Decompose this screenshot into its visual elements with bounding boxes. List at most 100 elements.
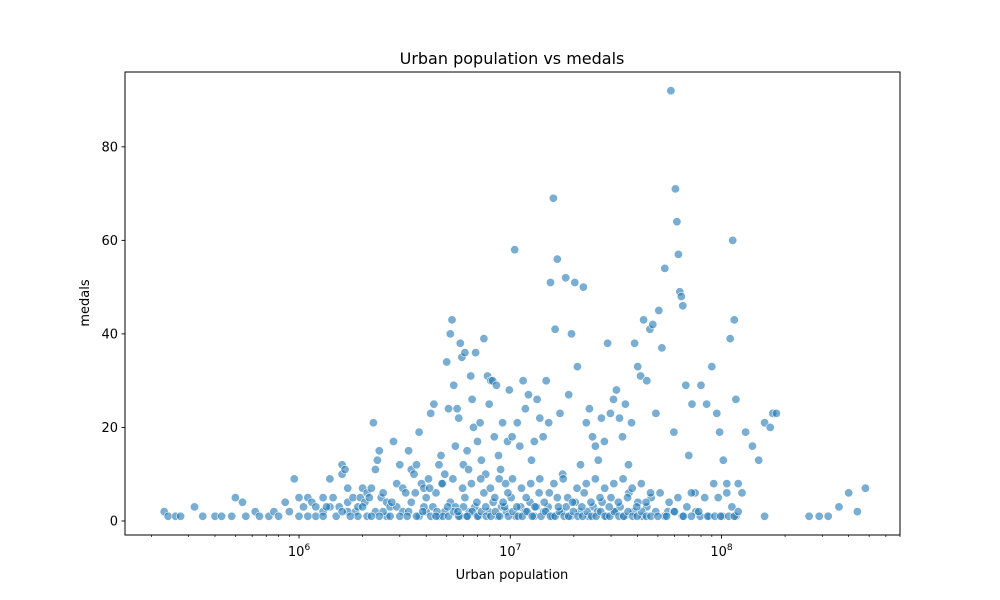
scatter-point <box>431 488 441 498</box>
scatter-point <box>378 488 388 498</box>
scatter-point <box>443 502 453 512</box>
scatter-point <box>374 511 384 521</box>
scatter-point <box>411 460 421 470</box>
scatter-point <box>526 479 536 489</box>
scatter-point <box>626 418 636 428</box>
scatter-point <box>388 436 398 446</box>
scatter-point <box>409 469 419 479</box>
scatter-point <box>627 483 637 493</box>
scatter-point <box>727 502 737 512</box>
scatter-point <box>636 479 646 489</box>
scatter-point <box>485 483 495 493</box>
scatter-point <box>620 399 630 409</box>
scatter-point <box>479 488 489 498</box>
scatter-point <box>570 277 580 287</box>
scatter-point <box>445 329 455 339</box>
scatter-point <box>655 488 665 498</box>
scatter-point <box>534 488 544 498</box>
scatter-point <box>471 348 481 358</box>
scatter-point <box>366 483 376 493</box>
scatter-point <box>552 493 562 503</box>
scatter-point <box>673 249 683 259</box>
scatter-point <box>241 511 251 521</box>
scatter-point <box>553 502 563 512</box>
scatter-point <box>641 497 651 507</box>
scatter-point <box>523 390 533 400</box>
scatter-point <box>496 464 506 474</box>
y-tick-label: 40 <box>101 327 118 342</box>
scatter-point <box>353 511 363 521</box>
x-axis-ticks: 106 107 108 <box>151 535 901 560</box>
scatter-point <box>662 511 672 521</box>
scatter-point <box>614 413 624 423</box>
scatter-point <box>401 488 411 498</box>
scatter-point <box>548 193 558 203</box>
scatter-point <box>484 399 494 409</box>
scatter-point <box>468 422 478 432</box>
scatter-point <box>406 497 416 507</box>
scatter-point <box>590 441 600 451</box>
scatter-point <box>410 488 420 498</box>
scatter-point <box>599 436 609 446</box>
scatter-point <box>176 511 186 521</box>
scatter-point <box>686 488 696 498</box>
scatter-point <box>421 493 431 503</box>
scatter-point <box>493 450 503 460</box>
scatter-point <box>696 380 706 390</box>
scatter-point <box>227 511 237 521</box>
scatter-point <box>741 427 751 437</box>
scatter-point <box>453 507 463 517</box>
scatter-point <box>337 507 347 517</box>
scatter-point <box>431 511 441 521</box>
scatter-point <box>549 479 559 489</box>
scatter-point <box>604 502 614 512</box>
scatter-point <box>535 474 545 484</box>
scatter-point <box>411 511 421 521</box>
scatter-point <box>623 460 633 470</box>
scatter-point <box>322 502 332 512</box>
scatter-point <box>501 479 511 489</box>
chart-title: Urban population vs medals <box>400 49 625 68</box>
scatter-point <box>318 493 328 503</box>
scatter-point <box>460 493 470 503</box>
scatter-point <box>595 493 605 503</box>
scatter-point <box>294 493 304 503</box>
scatter-point <box>771 408 781 418</box>
scatter-point <box>450 441 460 451</box>
scatter-point <box>374 446 384 456</box>
scatter-point <box>596 413 606 423</box>
scatter-point <box>440 469 450 479</box>
scatter-point <box>458 483 468 493</box>
scatter-point <box>731 394 741 404</box>
scatter-point <box>575 460 585 470</box>
x-axis-label: Urban population <box>456 568 569 583</box>
scatter-point <box>190 502 200 512</box>
scatter-point <box>581 479 591 489</box>
scatter-point <box>760 511 770 521</box>
scatter-point <box>651 408 661 418</box>
scatter-point <box>475 418 485 428</box>
scatter-point <box>455 338 465 348</box>
scatter-point <box>343 483 353 493</box>
scatter-point <box>498 418 508 428</box>
scatter-point <box>642 376 652 386</box>
scatter-point <box>345 511 355 521</box>
y-axis-ticks: 0 20 40 60 80 <box>101 140 125 529</box>
scatter-point <box>737 488 747 498</box>
scatter-point <box>814 511 824 521</box>
scatter-point <box>586 497 596 507</box>
scatter-point <box>672 217 682 227</box>
scatter-point <box>510 245 520 255</box>
scatter-point <box>392 479 402 489</box>
scatter-point <box>632 502 642 512</box>
scatter-point <box>217 511 227 521</box>
scatter-point <box>733 507 743 517</box>
scatter-point <box>700 493 710 503</box>
scatter-point <box>466 479 476 489</box>
scatter-point <box>728 235 738 245</box>
scatter-point <box>545 277 555 287</box>
scatter-point <box>481 502 491 512</box>
scatter-point <box>707 362 717 372</box>
scatter-point <box>520 404 530 414</box>
scatter-point <box>676 291 686 301</box>
